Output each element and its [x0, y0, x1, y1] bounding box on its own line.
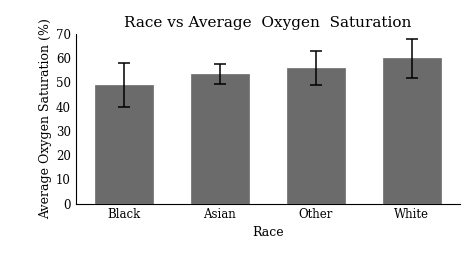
Bar	[191, 74, 248, 204]
X-axis label: Race: Race	[252, 226, 283, 239]
Y-axis label: Average Oxygen Saturation (%): Average Oxygen Saturation (%)	[39, 18, 52, 219]
Title: Race vs Average  Oxygen  Saturation: Race vs Average Oxygen Saturation	[124, 16, 411, 30]
Bar	[383, 58, 440, 204]
Bar	[287, 68, 345, 204]
Bar	[95, 85, 153, 204]
